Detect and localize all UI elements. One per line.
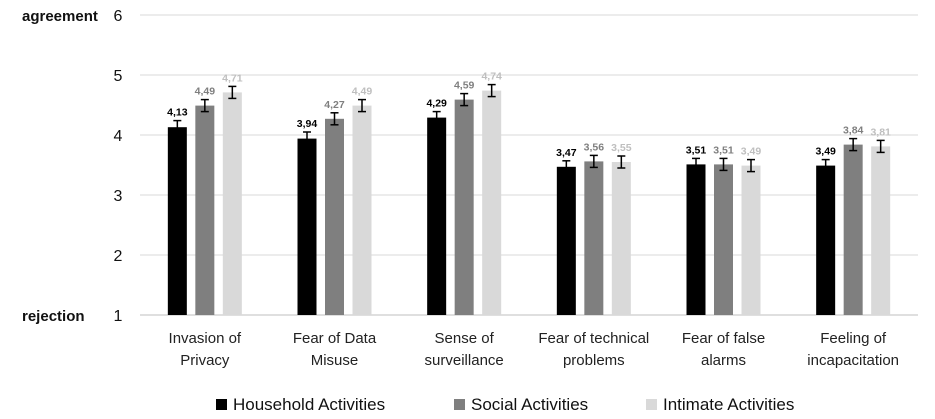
data-label: 4,59 — [454, 80, 475, 92]
grid-lines — [140, 14, 918, 316]
data-label: 4,27 — [324, 99, 345, 111]
bar — [556, 166, 576, 315]
category-label: Fear of technical — [538, 330, 649, 347]
bar — [352, 105, 372, 315]
data-labels: 4,13 4,49 4,71 3,94 4,27 4,49 4,29 4,59 4,74 3,47… — [167, 71, 891, 159]
bar — [741, 165, 761, 315]
category-label: Invasion of — [169, 330, 242, 347]
bar — [611, 162, 631, 315]
bar — [871, 146, 891, 315]
y-tick-label: 5 — [114, 68, 123, 85]
data-label: 3,56 — [584, 141, 605, 153]
y-axis-ticks: 1 2 3 4 5 6 — [114, 8, 123, 325]
data-label: 3,81 — [870, 126, 891, 138]
category-label: Misuse — [311, 352, 359, 369]
data-label: 4,13 — [167, 107, 188, 119]
y-tick-label: 2 — [114, 248, 123, 265]
bar — [167, 127, 187, 315]
category-label: surveillance — [425, 352, 504, 369]
category-labels: Invasion of Privacy Fear of Data Misuse Sens… — [169, 330, 899, 369]
legend-swatch — [216, 399, 227, 410]
data-label: 3,49 — [741, 146, 762, 158]
legend-label: Social Activities — [471, 395, 588, 414]
data-label: 4,71 — [222, 72, 243, 84]
data-label: 4,49 — [352, 86, 373, 98]
category-label: incapacitation — [807, 352, 899, 369]
legend-swatch — [454, 399, 465, 410]
category-label: Privacy — [180, 352, 230, 369]
bar — [195, 105, 215, 315]
category-label: problems — [563, 352, 625, 369]
bar — [222, 92, 242, 316]
legend-swatch — [646, 399, 657, 410]
bar — [584, 161, 604, 315]
category-label: alarms — [701, 352, 746, 369]
y-tick-label: 6 — [114, 8, 123, 25]
legend: Household Activities Social Activities Int… — [216, 395, 794, 414]
bar — [325, 118, 344, 315]
bar — [427, 117, 447, 315]
y-axis-label-agreement: agreement — [22, 8, 98, 25]
data-label: 4,29 — [426, 98, 447, 110]
category-label: Sense of — [435, 330, 495, 347]
data-label: 3,51 — [686, 144, 707, 156]
category-label: Fear of Data — [293, 330, 377, 347]
y-axis-label-rejection: rejection — [22, 308, 85, 325]
bars — [167, 90, 891, 316]
bar — [686, 164, 706, 315]
data-label: 3,55 — [611, 142, 632, 154]
data-label: 3,84 — [843, 125, 864, 137]
y-tick-label: 3 — [114, 188, 123, 205]
legend-label: Intimate Activities — [663, 395, 794, 414]
bar — [454, 99, 474, 315]
bar — [482, 90, 502, 315]
data-label: 3,51 — [713, 144, 734, 156]
data-label: 3,94 — [297, 118, 318, 130]
data-label: 3,49 — [815, 146, 836, 158]
y-tick-label: 1 — [114, 308, 123, 325]
bar — [297, 138, 317, 315]
bar — [714, 164, 733, 315]
data-label: 4,74 — [481, 71, 502, 83]
error-bars — [173, 83, 885, 174]
bar — [816, 165, 836, 315]
data-label: 3,47 — [556, 147, 577, 159]
category-label: Fear of false — [682, 330, 765, 347]
bar — [843, 144, 863, 315]
y-tick-label: 4 — [114, 128, 123, 145]
legend-label: Household Activities — [233, 395, 385, 414]
data-label: 4,49 — [195, 86, 216, 98]
category-label: Feeling of — [820, 330, 887, 347]
